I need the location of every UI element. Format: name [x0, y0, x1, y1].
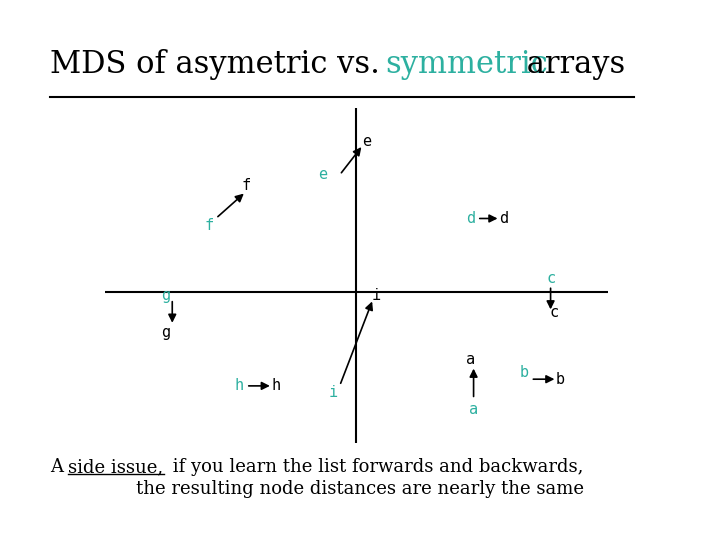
Text: a: a [466, 352, 474, 367]
Text: the resulting node distances are nearly the same: the resulting node distances are nearly … [136, 480, 584, 498]
Text: f: f [241, 178, 251, 192]
Text: f: f [204, 218, 214, 233]
Text: h: h [271, 379, 281, 393]
Text: e: e [362, 134, 371, 149]
Text: if you learn the list forwards and backwards,: if you learn the list forwards and backw… [167, 458, 583, 476]
Text: h: h [235, 379, 244, 393]
Text: g: g [161, 325, 170, 340]
Text: d: d [466, 211, 474, 226]
Text: d: d [499, 211, 508, 226]
Text: symmetric: symmetric [385, 49, 548, 80]
Text: e: e [318, 167, 328, 183]
Text: c: c [546, 271, 555, 286]
Text: side issue,: side issue, [68, 458, 163, 476]
Text: b: b [519, 365, 528, 380]
Text: MDS of asymetric vs.: MDS of asymetric vs. [50, 49, 390, 80]
Text: arrays: arrays [517, 49, 625, 80]
Text: i: i [328, 385, 338, 400]
Text: c: c [549, 305, 559, 320]
Text: b: b [556, 372, 565, 387]
Text: i: i [372, 288, 381, 303]
Text: A: A [50, 458, 69, 476]
Text: g: g [161, 288, 170, 303]
Text: a: a [469, 402, 478, 417]
